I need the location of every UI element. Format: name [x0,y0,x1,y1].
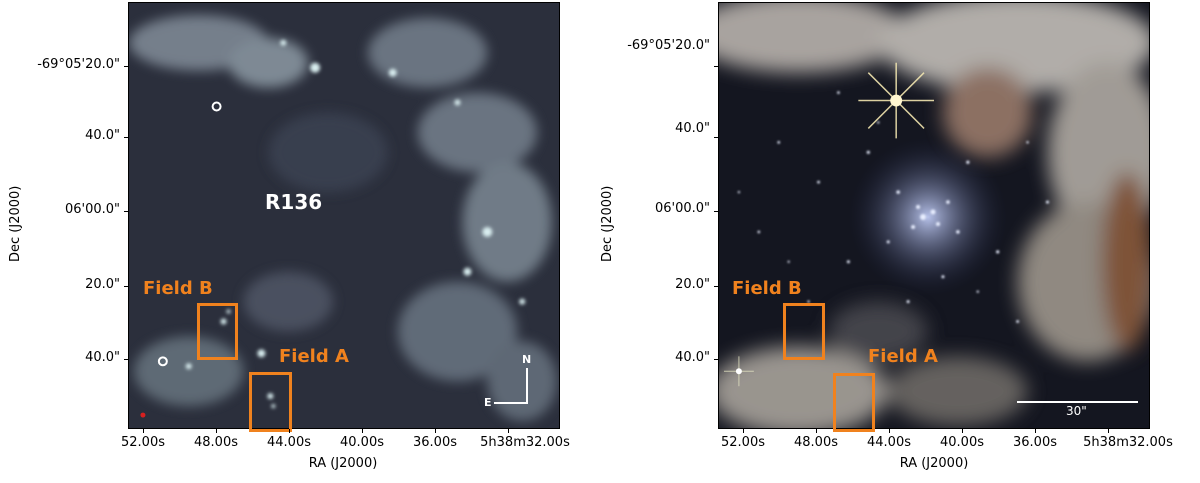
y-tick-mark [124,137,128,138]
y-tick-label: 40.0" [675,121,710,136]
x-tick-label: 5h38m32.00s [1083,435,1173,450]
x-tick-mark [962,429,963,433]
y-tick-label: 20.0" [85,277,120,292]
compass-east-label: E [484,396,492,409]
field-a-box [833,373,875,432]
x-tick-mark [508,429,509,433]
compass-east-arrow [494,402,528,404]
y-tick-label: 40.0" [85,350,120,365]
x-tick-label: 48.00s [794,435,838,450]
y-axis-label: Dec (J2000) [600,185,615,262]
x-tick-mark [289,429,290,433]
left-panel: R136 Field B Field A N E -69°05'20.0" 40… [8,2,570,471]
x-tick-label: 5h38m32.00s [480,435,570,450]
x-axis-label: RA (J2000) [899,456,969,471]
y-tick-mark [124,211,128,212]
y-tick-mark [124,286,128,287]
field-b-box [197,303,238,360]
y-tick-label: -69°05'20.0" [627,38,710,53]
x-tick-mark [889,429,890,433]
x-tick-mark [816,429,817,433]
x-tick-mark [1108,429,1109,433]
y-tick-label: 40.0" [675,350,710,365]
compass-north-arrow [526,368,528,402]
field-b-box [783,303,825,360]
x-tick-label: 44.00s [867,435,911,450]
x-tick-label: 44.00s [267,435,311,450]
y-tick-mark [714,137,718,138]
x-axis-label: RA (J2000) [308,456,378,471]
x-tick-label: 40.00s [940,435,984,450]
field-a-label: Field A [868,346,938,367]
y-tick-label: -69°05'20.0" [37,57,120,72]
field-a-label: Field A [279,346,349,367]
field-b-label: Field B [143,278,213,299]
y-tick-mark [714,359,718,360]
y-axis-label: Dec (J2000) [8,185,23,262]
x-tick-mark [435,429,436,433]
y-tick-label: 20.0" [675,277,710,292]
x-tick-mark [362,429,363,433]
y-tick-mark [714,66,718,67]
x-tick-mark [143,429,144,433]
scale-bar-label: 30" [1066,404,1087,418]
x-tick-label: 36.00s [1013,435,1057,450]
x-tick-label: 52.00s [121,435,165,450]
compass-north-label: N [522,353,532,366]
x-tick-label: 52.00s [721,435,765,450]
y-tick-mark [124,66,128,67]
x-tick-mark [216,429,217,433]
y-tick-label: 06'00.0" [64,202,120,217]
x-tick-label: 48.00s [194,435,238,450]
x-tick-mark [1035,429,1036,433]
field-a-box [249,372,292,432]
y-tick-label: 40.0" [85,128,120,143]
r136-label: R136 [265,190,323,214]
y-tick-mark [124,359,128,360]
x-tick-label: 40.00s [340,435,384,450]
scale-bar [1017,401,1138,403]
field-b-label: Field B [732,278,802,299]
y-tick-label: 06'00.0" [654,201,710,216]
x-tick-mark [743,429,744,433]
right-panel: Field B Field A 30" -69°05'20.0" 40.0" 0… [600,0,1200,483]
y-tick-mark [714,211,718,212]
x-tick-label: 36.00s [413,435,457,450]
y-tick-mark [714,286,718,287]
